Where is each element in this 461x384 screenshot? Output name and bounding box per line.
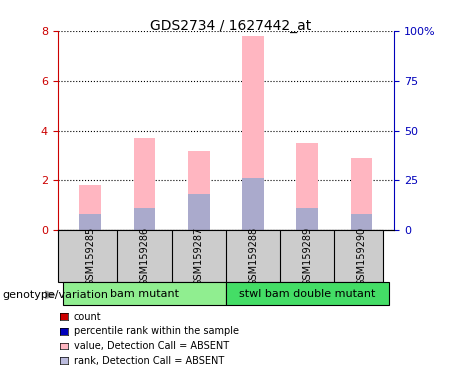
Bar bbox=[134, 209, 155, 230]
Text: stwl bam double mutant: stwl bam double mutant bbox=[239, 289, 376, 299]
Text: percentile rank within the sample: percentile rank within the sample bbox=[74, 326, 239, 336]
Text: GSM159288: GSM159288 bbox=[248, 227, 258, 286]
Bar bbox=[242, 179, 264, 230]
Bar bbox=[351, 214, 372, 230]
Bar bbox=[242, 36, 264, 230]
Bar bbox=[63, 282, 226, 305]
Text: genotype/variation: genotype/variation bbox=[2, 290, 108, 300]
Polygon shape bbox=[45, 291, 55, 299]
Text: value, Detection Call = ABSENT: value, Detection Call = ABSENT bbox=[74, 341, 229, 351]
Text: bam mutant: bam mutant bbox=[110, 289, 179, 299]
Text: GSM159289: GSM159289 bbox=[302, 227, 312, 286]
Bar bbox=[296, 143, 318, 230]
Bar bbox=[79, 185, 101, 230]
Bar bbox=[226, 282, 389, 305]
Bar bbox=[134, 138, 155, 230]
Bar bbox=[296, 209, 318, 230]
Text: rank, Detection Call = ABSENT: rank, Detection Call = ABSENT bbox=[74, 356, 224, 366]
Bar bbox=[79, 214, 101, 230]
Text: GDS2734 / 1627442_at: GDS2734 / 1627442_at bbox=[150, 19, 311, 33]
Bar bbox=[188, 194, 210, 230]
Text: GSM159286: GSM159286 bbox=[140, 227, 149, 286]
Text: GSM159287: GSM159287 bbox=[194, 227, 204, 286]
Text: GSM159285: GSM159285 bbox=[85, 227, 95, 286]
Text: count: count bbox=[74, 312, 101, 322]
Bar bbox=[188, 151, 210, 230]
Bar bbox=[351, 158, 372, 230]
Text: GSM159290: GSM159290 bbox=[357, 227, 366, 286]
